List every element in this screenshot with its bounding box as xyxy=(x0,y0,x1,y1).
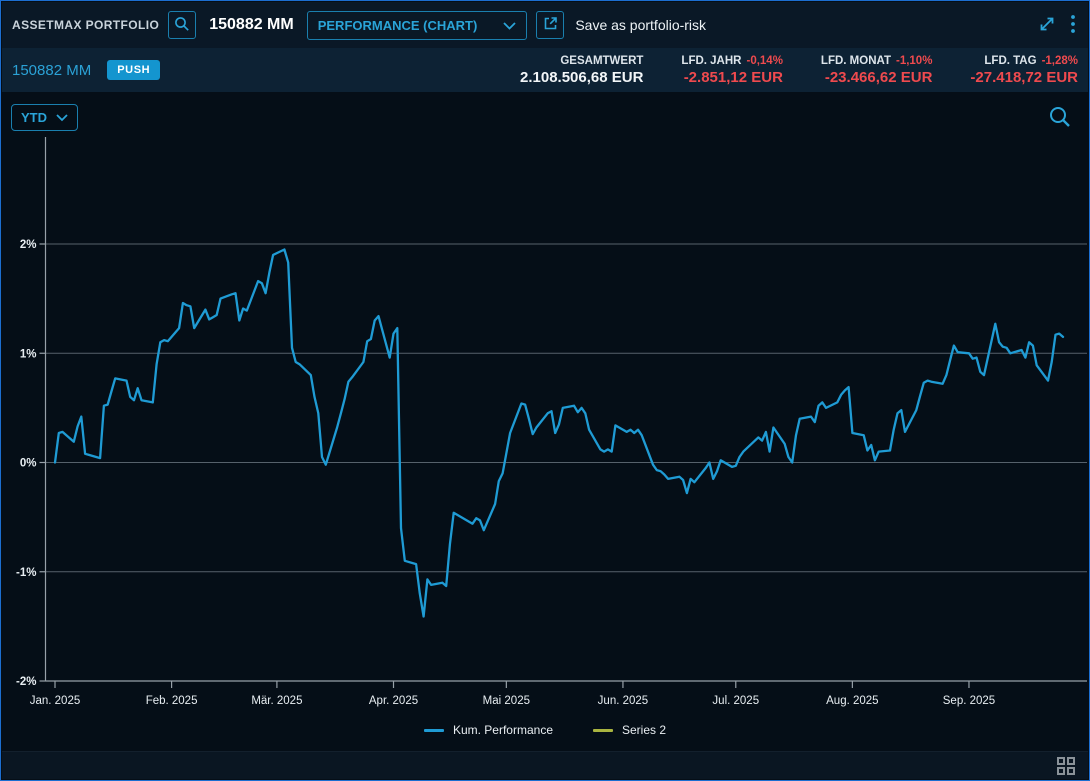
app-grid-icon[interactable] xyxy=(1057,756,1075,775)
stat-label: LFD. MONAT xyxy=(820,54,891,67)
summary-stats: GESAMTWERT 2.108.506,68 EUR LFD. JAHR -0,… xyxy=(520,54,1078,87)
stat-label: LFD. TAG xyxy=(984,54,1037,67)
chart-panel: YTD 2% 1% 0% -1% -2% Jan. 2025 Feb. 2025 Mär. 2… xyxy=(2,92,1088,753)
range-select[interactable]: YTD xyxy=(11,104,78,131)
x-tick-label: Sep. 2025 xyxy=(943,695,995,707)
magnifier-icon xyxy=(1048,107,1072,132)
x-tick-label: Jan. 2025 xyxy=(30,695,81,707)
legend-item-kum-performance[interactable]: Kum. Performance xyxy=(423,723,553,737)
x-tick-label: Apr. 2025 xyxy=(369,695,418,707)
x-tick-label: Mai 2025 xyxy=(483,695,530,707)
chevron-down-icon xyxy=(503,18,516,33)
save-as-label[interactable]: Save as portfolio-risk xyxy=(575,17,707,33)
view-select[interactable]: PERFORMANCE (CHART) xyxy=(306,10,528,40)
kebab-menu-icon xyxy=(1070,14,1076,37)
stat-value: -23.466,62 EUR xyxy=(824,68,933,86)
legend-label: Kum. Performance xyxy=(452,723,553,737)
search-icon xyxy=(174,16,190,35)
chart-zoom-button[interactable] xyxy=(1048,105,1072,132)
stat-value: 2.108.506,68 EUR xyxy=(520,68,644,86)
app-title: ASSETMAX PORTFOLIO xyxy=(12,18,160,32)
series-line-0 xyxy=(53,248,1065,618)
footer-bar xyxy=(2,751,1088,779)
expand-icon xyxy=(1037,14,1057,37)
y-tick-label: 1% xyxy=(20,348,37,360)
stat-lfd-monat: LFD. MONAT -1,10% -23.466,62 EUR xyxy=(821,54,933,87)
stat-percent: -1,28% xyxy=(1041,54,1078,67)
search-button[interactable] xyxy=(168,11,197,39)
legend-swatch-olive xyxy=(593,728,613,732)
stat-label: GESAMTWERT xyxy=(560,54,644,67)
top-toolbar: ASSETMAX PORTFOLIO 150882 MM PERFORMANCE… xyxy=(2,2,1088,48)
stat-gesamtwert: GESAMTWERT 2.108.506,68 EUR xyxy=(520,54,643,87)
stat-lfd-tag: LFD. TAG -1,28% -27.418,72 EUR xyxy=(970,54,1078,87)
legend-label: Series 2 xyxy=(622,723,667,737)
range-select-value: YTD xyxy=(21,110,47,125)
y-tick-label: -1% xyxy=(16,567,36,579)
portfolio-id: 150882 MM xyxy=(209,16,294,33)
stat-value: -2.851,12 EUR xyxy=(683,68,783,86)
stat-label: LFD. JAHR xyxy=(681,54,742,67)
legend-item-series-2[interactable]: Series 2 xyxy=(593,723,666,737)
stat-lfd-jahr: LFD. JAHR -0,14% -2.851,12 EUR xyxy=(681,54,783,87)
legend-swatch-cyan xyxy=(423,728,444,732)
x-tick-label: Aug. 2025 xyxy=(826,695,878,707)
y-tick-label: -2% xyxy=(16,676,36,688)
summary-bar: 150882 MM PUSH GESAMTWERT 2.108.506,68 E… xyxy=(2,48,1088,92)
x-tick-label: Jun. 2025 xyxy=(598,695,649,707)
chevron-down-icon xyxy=(56,110,68,125)
stat-value: -27.418,72 EUR xyxy=(970,68,1078,86)
y-tick-label: 0% xyxy=(20,458,37,470)
x-tick-label: Jul. 2025 xyxy=(712,695,759,707)
x-tick-label: Mär. 2025 xyxy=(251,695,302,707)
open-in-new-icon xyxy=(543,16,558,34)
fullscreen-button[interactable] xyxy=(1035,12,1059,39)
open-external-button[interactable] xyxy=(536,11,565,39)
y-tick-label: 2% xyxy=(20,239,37,251)
more-menu-button[interactable] xyxy=(1068,12,1078,39)
summary-portfolio-label[interactable]: 150882 MM xyxy=(12,61,92,79)
chart-legend: Kum. Performance Series 2 xyxy=(2,723,1088,737)
x-tick-label: Feb. 2025 xyxy=(146,695,198,707)
stat-percent: -0,14% xyxy=(746,54,783,67)
stat-percent: -1,10% xyxy=(895,54,933,67)
view-select-value: PERFORMANCE (CHART) xyxy=(317,17,478,33)
performance-chart[interactable]: 2% 1% 0% -1% -2% Jan. 2025 Feb. 2025 Mär. 2025 A… xyxy=(2,92,1090,753)
push-badge[interactable]: PUSH xyxy=(107,60,161,80)
